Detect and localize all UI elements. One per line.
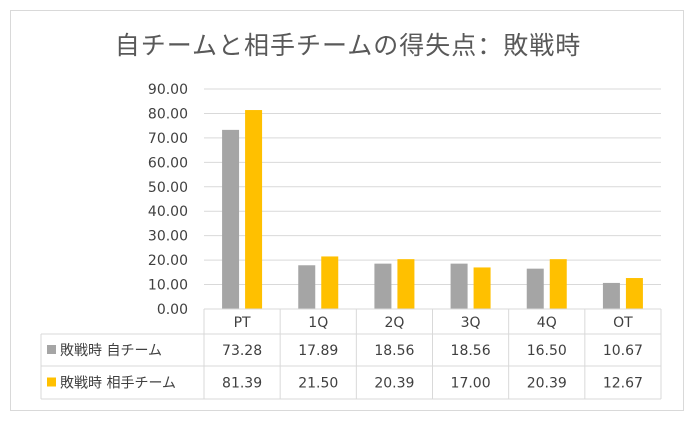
x-category-label: 4Q — [537, 315, 557, 331]
x-category-label: OT — [613, 315, 633, 331]
chart-title: 自チームと相手チームの得失点：敗戦時 — [114, 31, 582, 60]
table-value-cell: 16.50 — [527, 343, 567, 359]
x-category-label: 1Q — [308, 315, 328, 331]
bar-opponent-ot — [625, 278, 643, 309]
table-value-cell: 20.39 — [527, 376, 567, 392]
table-value-cell: 18.56 — [451, 343, 491, 359]
y-tick-label: 50.00 — [148, 180, 188, 196]
legend-key — [47, 377, 56, 387]
bar-own-team-1q — [298, 265, 316, 309]
y-tick-label: 70.00 — [148, 131, 188, 147]
y-tick-label: 80.00 — [148, 106, 188, 122]
y-tick-label: 30.00 — [148, 229, 188, 245]
table-value-cell: 21.50 — [298, 376, 338, 392]
legend-key — [47, 345, 56, 354]
bar-own-team-2q — [374, 263, 392, 309]
y-tick-label: 90.00 — [148, 82, 188, 98]
table-value-cell: 17.89 — [298, 343, 338, 359]
bar-opponent-2q — [397, 259, 415, 309]
legend-series-name: 敗戦時 相手チーム — [60, 376, 176, 392]
y-tick-label: 10.00 — [148, 278, 188, 294]
table-value-cell: 18.56 — [374, 343, 414, 359]
table-value-cell: 20.39 — [374, 376, 414, 392]
bar-own-team-ot — [602, 282, 620, 309]
table-value-cell: 81.39 — [222, 376, 262, 392]
bar-opponent-3q — [473, 267, 491, 309]
table-value-cell: 17.00 — [451, 376, 491, 392]
bar-opponent-pt — [245, 110, 263, 310]
table-value-cell: 12.67 — [603, 376, 643, 392]
y-tick-label: 0.00 — [157, 302, 188, 318]
x-category-label: PT — [234, 315, 251, 331]
x-category-label: 2Q — [384, 315, 404, 331]
bar-own-team-4q — [526, 268, 544, 309]
bar-own-team-3q — [450, 263, 468, 309]
bar-opponent-4q — [549, 259, 567, 309]
table-value-cell: 10.67 — [603, 343, 643, 359]
legend-series-name: 敗戦時 自チーム — [60, 343, 162, 359]
bar-own-team-pt — [222, 129, 240, 309]
chart-frame — [10, 10, 684, 411]
table-value-cell: 73.28 — [222, 343, 262, 359]
y-tick-label: 20.00 — [148, 253, 188, 269]
y-tick-label: 40.00 — [148, 204, 188, 220]
bar-opponent-1q — [321, 256, 339, 309]
y-tick-label: 60.00 — [148, 155, 188, 171]
x-category-label: 3Q — [461, 315, 481, 331]
